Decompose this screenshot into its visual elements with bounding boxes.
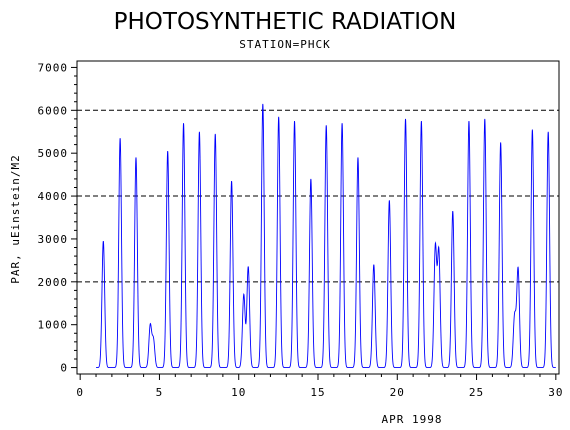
series-group [96, 103, 556, 369]
x-tick-label: 25 [469, 386, 484, 399]
x-tick-label: 20 [390, 386, 405, 399]
x-tick-label: 10 [231, 386, 246, 399]
y-axis-label: PAR, uEinstein/M2 [9, 154, 22, 284]
x-tick-label: 30 [548, 386, 563, 399]
x-tick-label: 5 [156, 386, 164, 399]
chart-subtitle: STATION=PHCK [239, 38, 330, 51]
chart-title: PHOTOSYNTHETIC RADIATION [114, 9, 457, 35]
x-tick-label: 0 [76, 386, 84, 399]
y-tick-label: 2000 [38, 276, 69, 289]
y-tick-label: 7000 [38, 61, 69, 74]
par-series-line [96, 103, 556, 369]
y-tick-label: 0 [60, 362, 68, 375]
y-axis: 0 1000 2000 3000 4000 5000 6000 7000 [38, 61, 77, 375]
x-axis-label: APR 1998 [382, 413, 443, 426]
y-tick-label: 1000 [38, 319, 69, 332]
y-tick-label: 6000 [38, 104, 69, 117]
reference-lines [77, 109, 559, 283]
y-tick-label: 3000 [38, 233, 69, 246]
x-tick-label: 15 [310, 386, 325, 399]
y-tick-label: 4000 [38, 190, 69, 203]
y-tick-label: 5000 [38, 147, 69, 160]
x-axis: 0 5 10 15 20 25 30 [76, 374, 563, 399]
plot-frame [76, 60, 560, 375]
